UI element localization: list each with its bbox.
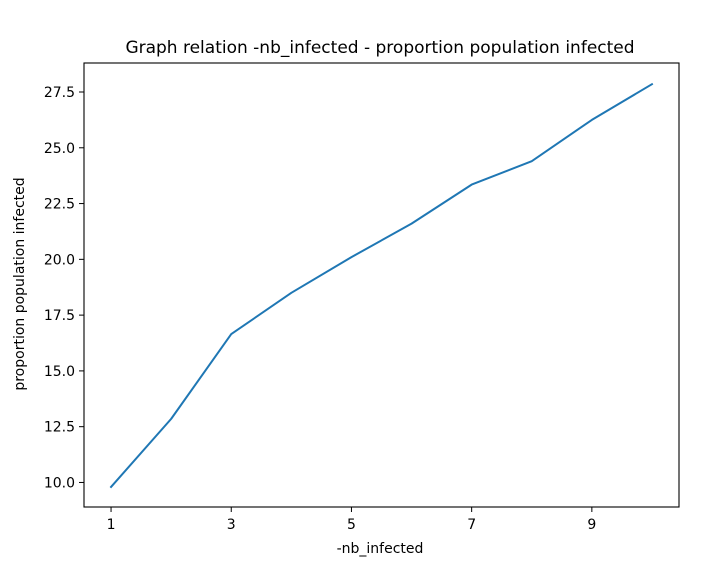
y-tick-label: 10.0 [44,475,75,491]
y-tick-label: 17.5 [44,308,75,324]
y-axis-label: proportion population infected [12,177,28,390]
y-tick-label: 12.5 [44,420,75,436]
x-tick-label: 3 [227,517,236,533]
y-tick-label: 27.5 [44,85,75,101]
x-tick-label: 9 [587,517,596,533]
x-tick-label: 1 [107,517,116,533]
x-tick-label: 5 [347,517,356,533]
plot-frame [83,62,680,508]
series-line-0 [109,82,654,489]
x-tick-label: 7 [467,517,476,533]
chart-title: Graph relation -nb_infected - proportion… [125,38,634,58]
y-tick-label: 20.0 [44,252,75,268]
plot-area: 1 3 5 7 9 10.0 12.5 15.0 17.5 20.0 22.5 25.0 27.5 [44,62,680,533]
y-tick-label: 25.0 [44,141,75,157]
y-tick-label: 22.5 [44,197,75,213]
y-tick-label: 15.0 [44,364,75,380]
x-axis-label: -nb_infected [337,541,424,557]
